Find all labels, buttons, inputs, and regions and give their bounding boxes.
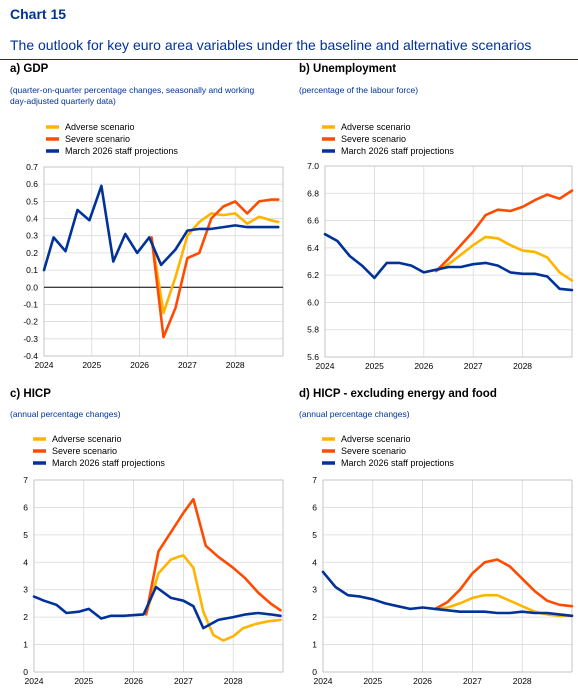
legend-label: March 2026 staff projections [341,146,454,156]
x-tick-label: 2026 [414,361,433,371]
y-tick-label: 6.2 [307,270,319,280]
y-tick-label: -0.2 [23,317,38,327]
y-tick-label: 2 [312,612,317,622]
y-tick-label: 6.0 [307,297,319,307]
series-line-severe [150,198,280,339]
legend-label: Severe scenario [341,134,406,144]
y-tick-label: 6.8 [307,188,319,198]
y-tick-label: -0.3 [23,334,38,344]
x-tick-label: 2026 [124,676,143,686]
y-tick-label: 0.3 [26,231,38,241]
title-divider [0,59,578,60]
series-line-baseline [42,184,280,272]
series-line-severe [434,189,574,273]
series-line-baseline [321,570,574,618]
x-tick-label: 2028 [224,676,243,686]
plot-frame [33,479,284,673]
x-tick-label: 2028 [226,360,245,370]
y-tick-label: 5.6 [307,352,319,362]
gdp-title: a) GDP [10,63,49,75]
y-tick-label: 0.5 [26,196,38,206]
chart-title: The outlook for key euro area variables … [10,37,532,53]
core-hicp-title: d) HICP - excluding energy and food [299,388,497,400]
y-tick-label: 3 [23,585,28,595]
y-tick-label: 4 [312,557,317,567]
panel-subtitle: (quarter-on-quarter percentage changes, … [10,85,255,95]
y-tick-label: 1 [23,640,28,650]
unemployment-panel: b) Unemployment (percentage of the labour… [299,63,574,371]
x-tick-label: 2024 [35,360,54,370]
x-tick-label: 2027 [464,361,483,371]
x-tick-label: 2028 [513,676,532,686]
legend-label: Adverse scenario [341,434,411,444]
y-tick-label: 6.4 [307,243,319,253]
unemployment-title: b) Unemployment [299,63,396,75]
core-hicp-panel: d) HICP - excluding energy and food (annu… [299,388,574,686]
panel-subtitle: (annual percentage changes) [10,409,121,419]
legend-label: March 2026 staff projections [341,458,454,468]
y-tick-label: 0 [312,667,317,677]
y-tick-label: -0.1 [23,299,38,309]
legend-label: Severe scenario [52,446,117,456]
y-tick-label: -0.4 [23,351,38,361]
x-tick-label: 2027 [178,360,197,370]
y-tick-label: 0.0 [26,282,38,292]
legend-label: Adverse scenario [65,122,135,132]
y-tick-label: 5 [312,530,317,540]
plot-frame [322,479,573,673]
y-tick-label: 0.4 [26,214,38,224]
chart-number: Chart 15 [10,6,67,22]
y-tick-label: 3 [312,585,317,595]
panel-subtitle: (percentage of the labour force) [299,85,418,95]
panel-subtitle: (annual percentage changes) [299,409,410,419]
hicp-title: c) HICP [10,388,51,400]
y-tick-label: 0.2 [26,248,38,258]
series-line-adverse [144,554,282,642]
series-line-baseline [32,585,282,630]
gdp-panel: a) GDP (quarter-on-quarter percentage cha… [10,63,284,370]
x-tick-label: 2027 [174,676,193,686]
legend-label: Severe scenario [65,134,130,144]
x-tick-label: 2025 [363,676,382,686]
legend-label: Adverse scenario [52,434,122,444]
y-tick-label: 7.0 [307,161,319,171]
y-tick-label: 4 [23,557,28,567]
x-tick-label: 2025 [82,360,101,370]
legend-label: March 2026 staff projections [52,458,165,468]
y-tick-label: 6 [23,502,28,512]
series-line-baseline [323,232,574,292]
series-line-adverse [434,235,574,282]
y-tick-label: 5.8 [307,325,319,335]
y-tick-label: 0.1 [26,265,38,275]
x-tick-label: 2026 [413,676,432,686]
series-line-adverse [433,593,574,618]
plot-frame [43,166,284,357]
legend-label: Adverse scenario [341,122,411,132]
hicp-panel: c) HICP (annual percentage changes) Advers… [10,388,284,686]
legend-label: March 2026 staff projections [65,146,178,156]
x-tick-label: 2027 [463,676,482,686]
plot-frame [324,165,573,358]
y-tick-label: 0.6 [26,179,38,189]
x-tick-label: 2024 [25,676,44,686]
y-tick-label: 7 [23,475,28,485]
y-tick-label: 6.6 [307,216,319,226]
y-tick-label: 0.7 [26,162,38,172]
y-tick-label: 2 [23,612,28,622]
series-line-severe [144,497,282,616]
y-tick-label: 0 [23,667,28,677]
x-tick-label: 2025 [365,361,384,371]
x-tick-label: 2024 [316,361,335,371]
x-tick-label: 2024 [314,676,333,686]
legend-label: Severe scenario [341,446,406,456]
x-tick-label: 2025 [74,676,93,686]
y-tick-label: 6 [312,502,317,512]
x-tick-label: 2028 [513,361,532,371]
y-tick-label: 7 [312,475,317,485]
x-tick-label: 2026 [130,360,149,370]
panel-subtitle: day-adjusted quarterly data) [10,96,116,106]
series-line-severe [433,558,574,611]
y-tick-label: 1 [312,640,317,650]
y-tick-label: 5 [23,530,28,540]
